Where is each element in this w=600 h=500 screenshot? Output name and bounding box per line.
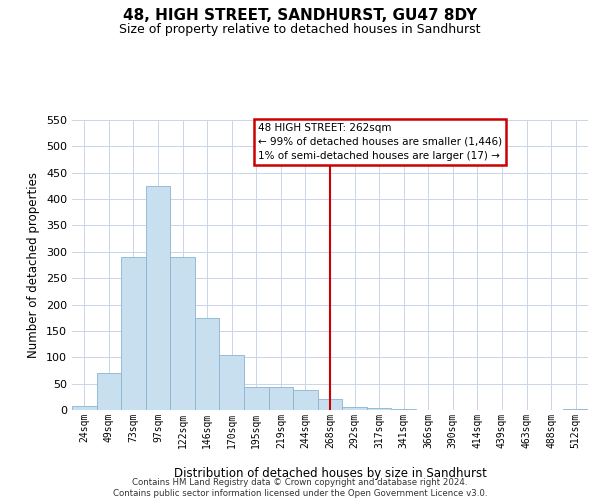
Bar — [342, 408, 367, 410]
Text: 48 HIGH STREET: 262sqm
← 99% of detached houses are smaller (1,446)
1% of semi-d: 48 HIGH STREET: 262sqm ← 99% of detached… — [258, 123, 502, 161]
Text: Size of property relative to detached houses in Sandhurst: Size of property relative to detached ho… — [119, 22, 481, 36]
Text: 48, HIGH STREET, SANDHURST, GU47 8DY: 48, HIGH STREET, SANDHURST, GU47 8DY — [123, 8, 477, 22]
Bar — [195, 318, 220, 410]
Text: Distribution of detached houses by size in Sandhurst: Distribution of detached houses by size … — [173, 467, 487, 480]
Bar — [97, 373, 121, 410]
Bar — [367, 408, 391, 410]
Bar — [170, 257, 195, 410]
Bar — [72, 406, 97, 410]
Bar — [563, 409, 588, 410]
Bar — [293, 390, 318, 410]
Bar — [269, 388, 293, 410]
Bar — [220, 354, 244, 410]
Bar — [244, 388, 269, 410]
Bar — [318, 400, 342, 410]
Y-axis label: Number of detached properties: Number of detached properties — [28, 172, 40, 358]
Bar — [146, 186, 170, 410]
Bar — [121, 257, 146, 410]
Text: Contains HM Land Registry data © Crown copyright and database right 2024.
Contai: Contains HM Land Registry data © Crown c… — [113, 478, 487, 498]
